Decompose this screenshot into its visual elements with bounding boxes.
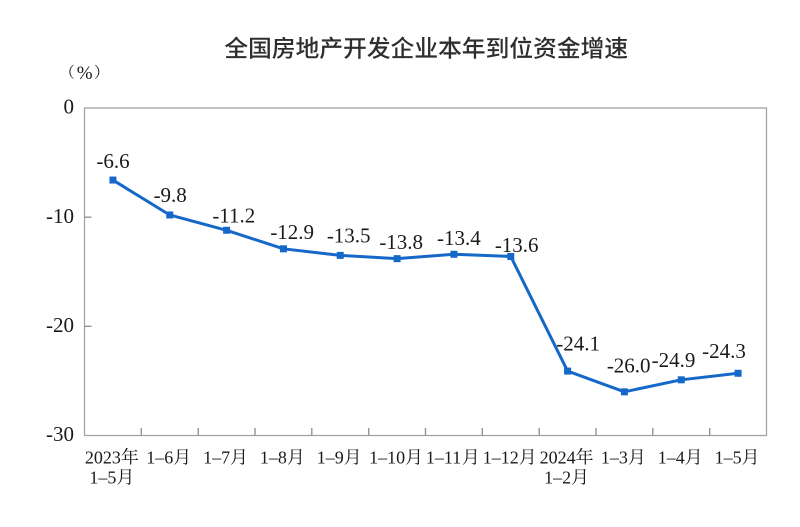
svg-text:1–9: 1–9 <box>317 447 344 467</box>
svg-text:-13.8: -13.8 <box>379 230 423 254</box>
svg-text:1–7: 1–7 <box>203 447 230 467</box>
svg-text:-20: -20 <box>46 313 74 337</box>
svg-text:-9.8: -9.8 <box>154 183 187 207</box>
svg-text:-24.1: -24.1 <box>556 331 600 355</box>
svg-text:1–5: 1–5 <box>89 467 116 487</box>
svg-text:1–12: 1–12 <box>483 447 519 467</box>
svg-text:-6.6: -6.6 <box>96 149 129 173</box>
svg-text:1–5: 1–5 <box>715 447 742 467</box>
svg-text:1–8: 1–8 <box>260 447 287 467</box>
svg-text:1–4: 1–4 <box>658 447 685 467</box>
svg-text:-30: -30 <box>46 422 74 446</box>
svg-text:-26.0: -26.0 <box>607 353 651 377</box>
svg-text:-13.5: -13.5 <box>327 224 371 248</box>
svg-text:1–3: 1–3 <box>601 447 628 467</box>
svg-text:1–10: 1–10 <box>369 447 405 467</box>
svg-text:-24.9: -24.9 <box>652 348 696 372</box>
svg-text:-13.4: -13.4 <box>437 226 481 250</box>
svg-text:2023: 2023 <box>85 447 121 467</box>
svg-text:-11.2: -11.2 <box>212 204 255 228</box>
svg-text:0: 0 <box>64 95 75 119</box>
svg-text:%: % <box>77 63 93 84</box>
svg-text:-24.3: -24.3 <box>702 339 746 363</box>
svg-text:1–2: 1–2 <box>544 467 571 487</box>
svg-text:-10: -10 <box>46 204 74 228</box>
svg-text:-13.6: -13.6 <box>495 233 539 257</box>
svg-text:-12.9: -12.9 <box>270 220 314 244</box>
svg-text:1–6: 1–6 <box>146 447 173 467</box>
svg-text:1–11: 1–11 <box>426 447 461 467</box>
svg-text:2024: 2024 <box>540 447 576 467</box>
